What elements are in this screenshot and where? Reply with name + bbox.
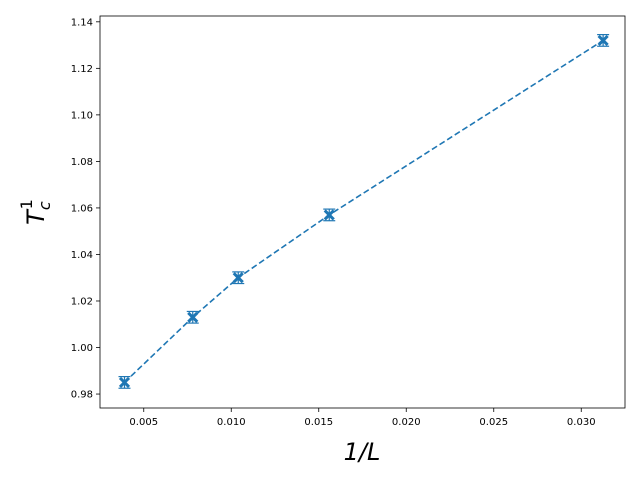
plot-frame xyxy=(99,15,626,409)
data-point-marker xyxy=(232,272,244,284)
y-axis-title-sup: 1 xyxy=(17,199,36,209)
x-tick-label: 0.015 xyxy=(304,417,333,428)
x-tick-label: 0.020 xyxy=(392,417,421,428)
y-axis-title-sub: c xyxy=(35,201,54,210)
data-point-marker xyxy=(597,34,609,46)
y-tick-label: 1.14 xyxy=(71,17,93,28)
plot-area xyxy=(118,34,610,389)
data-point-marker xyxy=(118,376,131,388)
series-line xyxy=(123,39,604,383)
y-tick-label: 1.12 xyxy=(71,64,93,75)
data-point-marker xyxy=(323,209,335,221)
y-tick-label: 1.10 xyxy=(71,110,93,121)
y-tick-label: 1.06 xyxy=(71,203,93,214)
data-point-marker xyxy=(187,311,199,323)
y-tick-label: 1.08 xyxy=(71,157,93,168)
y-tick-label: 1.04 xyxy=(71,250,93,261)
y-axis-title: Tc1 xyxy=(17,199,54,225)
x-tick-label: 0.005 xyxy=(129,417,158,428)
x-axis-title: 1/L xyxy=(344,438,381,466)
y-tick-label: 1.00 xyxy=(71,343,93,354)
y-axis-ticks: 0.98 1.00 1.02 1.04 1.06 1.08 1.10 1.12 1.14 xyxy=(71,17,100,401)
y-tick-label: 0.98 xyxy=(71,390,93,401)
x-axis-ticks: 0.005 0.010 0.015 0.020 0.025 0.030 xyxy=(129,408,596,428)
x-tick-label: 0.025 xyxy=(479,417,508,428)
y-axis-title-base: T xyxy=(22,208,50,225)
x-tick-label: 0.010 xyxy=(217,417,246,428)
x-tick-label: 0.030 xyxy=(567,417,596,428)
y-tick-label: 1.02 xyxy=(71,296,93,307)
